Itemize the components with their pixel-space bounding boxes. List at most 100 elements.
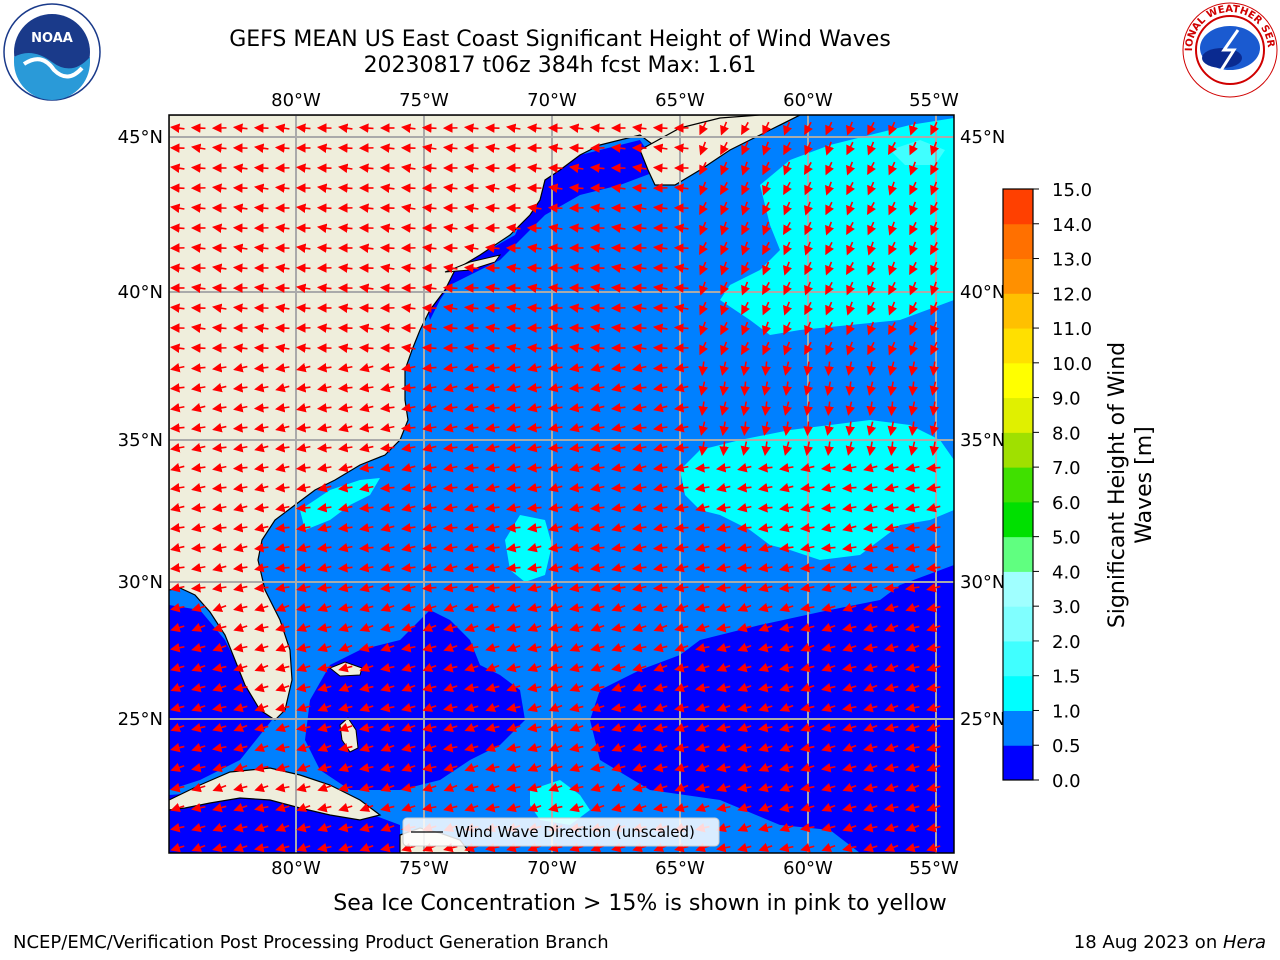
- wind-arrow: [296, 702, 311, 713]
- wind-arrow: [673, 583, 689, 593]
- wind-arrow: [421, 583, 437, 593]
- wind-arrow: [867, 181, 877, 196]
- wind-arrow: [191, 482, 206, 493]
- wind-arrow: [421, 363, 437, 373]
- wind-arrow: [842, 602, 857, 613]
- wind-arrow: [274, 183, 290, 193]
- wind-arrow: [548, 642, 563, 653]
- wind-arrow: [401, 582, 416, 593]
- wind-arrow: [380, 622, 395, 633]
- wind-arrow: [253, 283, 269, 293]
- colorbar-tick-label: 1.0: [1052, 701, 1081, 722]
- wind-arrow: [611, 703, 626, 713]
- wind-arrow: [674, 543, 689, 553]
- wind-arrow: [254, 423, 269, 433]
- wind-arrow: [548, 663, 563, 673]
- wind-arrow: [506, 422, 521, 433]
- wind-arrow: [888, 301, 898, 316]
- wind-arrow: [316, 363, 332, 373]
- wind-arrow: [316, 283, 332, 293]
- wind-arrow: [400, 163, 416, 173]
- wind-arrow: [443, 562, 458, 573]
- wind-arrow: [926, 622, 941, 633]
- wind-arrow: [317, 722, 332, 733]
- wind-arrow: [804, 301, 813, 316]
- wind-arrow: [274, 403, 290, 413]
- wind-arrow: [442, 483, 458, 493]
- wind-arrow: [846, 261, 855, 276]
- wind-arrow: [526, 383, 542, 393]
- wind-arrow: [443, 682, 458, 693]
- wind-arrow: [442, 143, 458, 153]
- wind-arrow: [926, 542, 941, 553]
- wind-arrow: [548, 702, 563, 712]
- wind-arrow: [803, 401, 813, 416]
- wind-arrow: [631, 523, 647, 533]
- wind-arrow: [464, 642, 479, 653]
- wind-arrow: [762, 121, 771, 136]
- wind-arrow: [720, 281, 729, 296]
- wind-arrow: [337, 223, 353, 233]
- wind-arrow: [800, 462, 815, 473]
- wind-arrow: [253, 583, 269, 593]
- wind-arrow: [631, 223, 647, 233]
- wind-arrow: [926, 582, 941, 593]
- wind-arrow: [845, 441, 856, 456]
- wind-arrow: [505, 483, 521, 493]
- wind-arrow: [253, 163, 269, 173]
- wind-arrow: [779, 522, 794, 533]
- wind-arrow: [842, 522, 857, 533]
- wind-arrow: [379, 183, 395, 193]
- wind-arrow: [359, 642, 374, 653]
- wind-arrow: [653, 383, 668, 393]
- wind-arrow: [358, 163, 374, 173]
- wind-arrow: [358, 383, 374, 393]
- lat-tick-right: 40°N: [960, 282, 1005, 303]
- wind-arrow: [442, 263, 458, 273]
- wind-arrow: [610, 223, 626, 233]
- wind-arrow: [783, 341, 793, 356]
- wind-arrow: [590, 662, 605, 673]
- colorbar-tick-label: 3.0: [1052, 597, 1081, 618]
- wind-arrow: [909, 201, 919, 216]
- wind-arrow: [720, 261, 730, 276]
- wind-arrow: [800, 702, 815, 713]
- wind-arrow: [569, 462, 584, 473]
- wind-arrow: [783, 161, 793, 176]
- wind-arrow: [673, 403, 689, 413]
- wind-arrow: [737, 722, 752, 733]
- wind-arrow: [866, 381, 877, 396]
- wind-arrow: [925, 523, 941, 533]
- wind-arrow: [464, 502, 479, 513]
- wind-arrow: [887, 361, 898, 376]
- wind-arrow: [719, 401, 730, 416]
- wind-arrow: [758, 662, 773, 673]
- wind-arrow: [762, 261, 772, 276]
- colorbar-label-line1: Significant Height of Wind: [1105, 342, 1130, 628]
- wind-arrow: [254, 522, 269, 533]
- wind-arrow: [846, 281, 855, 296]
- wind-arrow: [926, 483, 941, 493]
- wind-arrow: [337, 263, 353, 273]
- wind-arrow: [569, 422, 584, 433]
- wind-arrow: [295, 263, 311, 273]
- wind-arrow: [589, 243, 605, 253]
- wind-arrow: [825, 181, 835, 196]
- wind-arrow: [673, 283, 689, 293]
- wind-arrow: [569, 502, 584, 513]
- wind-arrow: [400, 123, 416, 133]
- wind-arrow: [909, 161, 919, 176]
- wind-arrow: [820, 543, 836, 553]
- wind-arrow: [887, 181, 898, 196]
- wind-arrow: [589, 423, 605, 433]
- wind-arrow: [800, 502, 815, 513]
- wind-arrow: [547, 503, 563, 513]
- wind-arrow: [905, 543, 920, 553]
- wind-arrow: [778, 543, 794, 553]
- wind-arrow: [804, 261, 813, 276]
- wind-arrow: [884, 622, 899, 632]
- wind-arrow: [674, 602, 689, 612]
- wind-arrow: [485, 522, 500, 533]
- wind-arrow: [170, 443, 185, 453]
- wind-arrow: [845, 421, 855, 437]
